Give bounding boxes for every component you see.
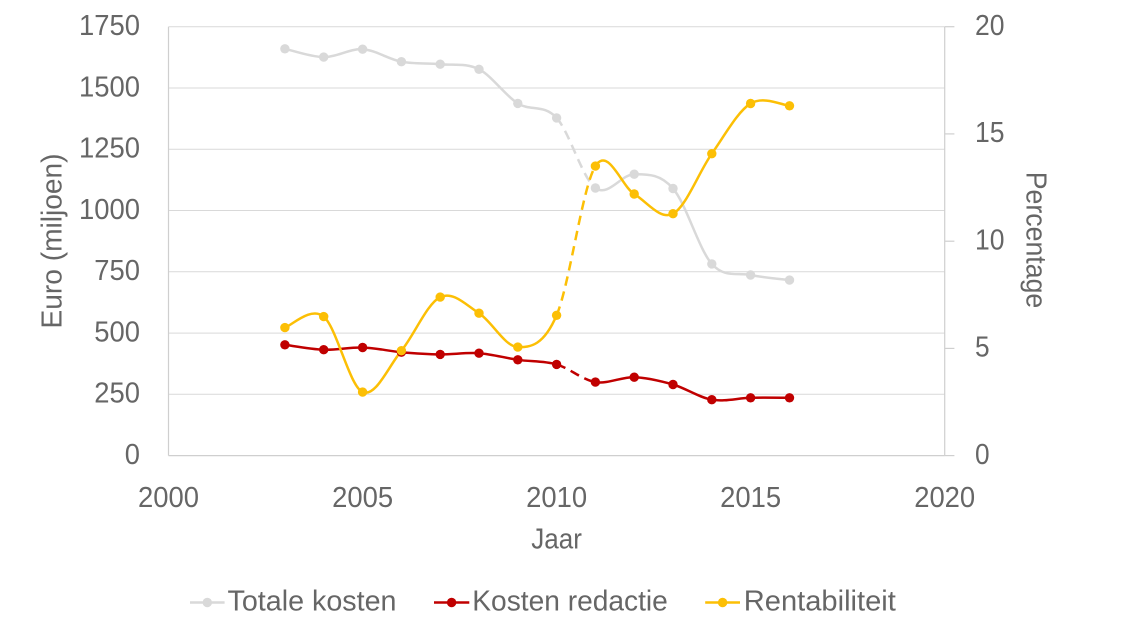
svg-text:Euro (miljoen): Euro (miljoen) — [37, 154, 69, 329]
svg-text:250: 250 — [94, 378, 140, 410]
svg-text:0: 0 — [125, 439, 140, 471]
svg-text:750: 750 — [94, 255, 140, 287]
svg-text:1750: 1750 — [79, 10, 140, 42]
svg-text:2005: 2005 — [332, 482, 393, 514]
svg-text:2010: 2010 — [526, 482, 587, 514]
svg-text:2000: 2000 — [138, 482, 199, 514]
svg-text:10: 10 — [975, 225, 1005, 257]
svg-text:0: 0 — [975, 439, 990, 471]
svg-text:1250: 1250 — [79, 133, 140, 165]
svg-text:Percentage: Percentage — [1020, 172, 1052, 309]
svg-text:15: 15 — [975, 117, 1005, 149]
svg-text:20: 20 — [975, 10, 1005, 42]
svg-text:Kosten redactie: Kosten redactie — [472, 585, 668, 617]
svg-text:1000: 1000 — [79, 194, 140, 226]
svg-text:Totale kosten: Totale kosten — [228, 585, 397, 617]
svg-text:500: 500 — [94, 316, 140, 348]
svg-text:2015: 2015 — [720, 482, 781, 514]
svg-text:1500: 1500 — [79, 71, 140, 103]
svg-text:Jaar: Jaar — [531, 524, 582, 556]
svg-text:Rentabiliteit: Rentabiliteit — [744, 585, 896, 617]
svg-text:5: 5 — [975, 332, 990, 364]
svg-text:2020: 2020 — [914, 482, 975, 514]
